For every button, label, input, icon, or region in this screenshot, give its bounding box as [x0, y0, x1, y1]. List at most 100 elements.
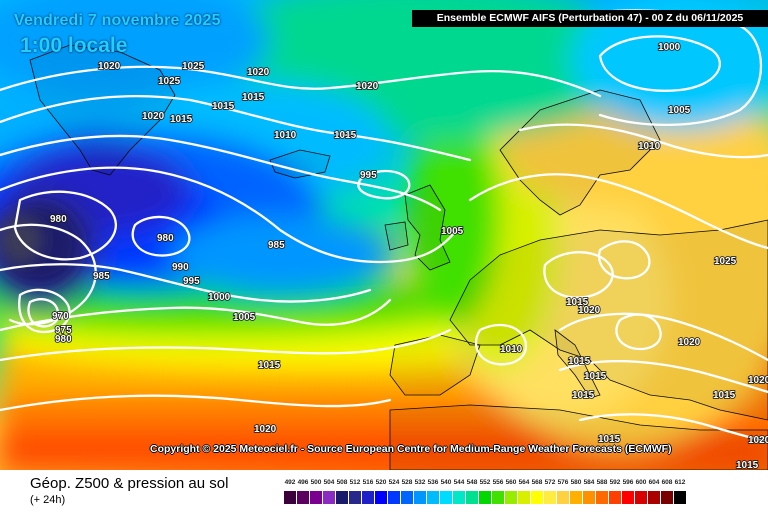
isobar-label: 1020 — [98, 61, 121, 72]
isobar — [0, 394, 392, 412]
isobar-label: 1015 — [584, 371, 607, 382]
isobar-label: 1020 — [247, 67, 270, 78]
legend-labels: 492 496 500 504 508 512 516 520 524 528 532 536 540 5… — [284, 479, 752, 490]
legend-level-label: 596 — [622, 479, 634, 486]
isobar-label: 970 — [52, 311, 69, 322]
legend-level-label: 496 — [297, 479, 309, 486]
isobar-label: 1020 — [678, 337, 701, 348]
isobar-label: 1015 — [334, 130, 357, 141]
legend-swatch — [362, 491, 374, 504]
forecast-step: (+ 24h) — [30, 494, 66, 506]
legend-level-label: 564 — [518, 479, 530, 486]
isobar — [0, 65, 602, 98]
legend-level-label: 536 — [427, 479, 439, 486]
legend-swatch — [635, 491, 647, 504]
legend-swatch — [427, 491, 439, 504]
isobar-label: 1020 — [142, 111, 165, 122]
legend-swatch — [388, 491, 400, 504]
isobar-label: 1015 — [258, 360, 281, 371]
footer-bar: Géop. Z500 & pression au sol (+ 24h) 492… — [0, 470, 768, 512]
legend-swatch — [440, 491, 452, 504]
legend-level-label: 516 — [362, 479, 374, 486]
isobar-label: 1000 — [658, 42, 681, 53]
isobar — [518, 123, 768, 159]
legend-swatch — [648, 491, 660, 504]
legend-swatch — [375, 491, 387, 504]
legend-swatch — [544, 491, 556, 504]
isobar-label: 1015 — [598, 434, 621, 445]
legend-swatch — [505, 491, 517, 504]
legend-swatch — [453, 491, 465, 504]
legend-level-label: 520 — [375, 479, 387, 486]
legend-level-label: 580 — [570, 479, 582, 486]
isobar-label: 1015 — [736, 460, 759, 470]
isobar — [474, 323, 528, 366]
isobar — [558, 312, 768, 362]
geopotential-pressure-map: 1020 1025 1025 1020 1020 1015 1015 1020 … — [0, 0, 768, 470]
legend-level-label: 592 — [609, 479, 621, 486]
legend-swatch — [596, 491, 608, 504]
legend-level-label: 512 — [349, 479, 361, 486]
isobar — [0, 94, 472, 162]
legend-level-label: 504 — [323, 479, 335, 486]
isobar-label: 1025 — [714, 256, 737, 267]
isobar — [0, 298, 392, 332]
legend-level-label: 576 — [557, 479, 569, 486]
isobar — [0, 166, 457, 264]
isobar-label: 1010 — [274, 130, 297, 141]
legend-swatch — [284, 491, 296, 504]
legend-swatch — [349, 491, 361, 504]
isobar-label: 1010 — [638, 141, 661, 152]
product-title: Géop. Z500 & pression au sol — [30, 475, 229, 492]
isobar-label: 980 — [55, 334, 72, 345]
isobar-labels: 1020 1025 1025 1020 1020 1015 1015 1020 … — [49, 41, 768, 470]
isobars — [0, 9, 768, 444]
isobar-label: 1025 — [182, 61, 205, 72]
isobar-label: 995 — [360, 170, 377, 181]
isobar-label: 1015 — [242, 92, 265, 103]
legend-swatch — [557, 491, 569, 504]
weather-map: 1020 1025 1025 1020 1020 1015 1015 1020 … — [0, 0, 768, 470]
legend-swatch — [609, 491, 621, 504]
isobar-label: 985 — [93, 271, 110, 282]
legend-level-label: 556 — [492, 479, 504, 486]
legend-swatch — [583, 491, 595, 504]
isobar — [357, 169, 411, 200]
legend-swatch — [674, 491, 686, 504]
legend-level-label: 572 — [544, 479, 556, 486]
legend-level-label: 584 — [583, 479, 595, 486]
isobar — [18, 288, 71, 334]
isobar-label: 1005 — [233, 312, 256, 323]
isobar — [27, 298, 60, 328]
isobar-label: 990 — [172, 262, 189, 273]
isobar-label: 975 — [55, 325, 72, 336]
isobar — [578, 413, 768, 444]
legend-level-label: 492 — [284, 479, 296, 486]
legend-level-label: 588 — [596, 479, 608, 486]
isobar-label: 985 — [268, 240, 285, 251]
legend-level-label: 540 — [440, 479, 452, 486]
isobar-label: 1020 — [748, 375, 768, 386]
legend-swatches — [284, 491, 752, 505]
legend-swatch — [570, 491, 582, 504]
legend-swatch — [414, 491, 426, 504]
legend-level-label: 568 — [531, 479, 543, 486]
isobar-label: 980 — [157, 233, 174, 244]
forecast-time: 1:00 locale — [20, 34, 128, 57]
legend-level-label: 532 — [414, 479, 426, 486]
isobar-label: 1015 — [568, 356, 591, 367]
isobar — [543, 251, 614, 299]
color-legend: 492 496 500 504 508 512 516 520 524 528 532 536 540 5… — [284, 479, 752, 509]
isobar-label: 1020 — [356, 81, 379, 92]
isobar-label: 1015 — [212, 101, 235, 112]
copyright-notice: Copyright © 2025 Meteociel.fr - Source E… — [150, 443, 672, 455]
isobar — [598, 35, 721, 92]
legend-swatch — [492, 491, 504, 504]
isobar-label: 1005 — [441, 226, 464, 237]
legend-level-label: 524 — [388, 479, 400, 486]
isobar — [13, 190, 117, 261]
legend-swatch — [323, 491, 335, 504]
isobar-label: 1005 — [668, 105, 691, 116]
legend-level-label: 608 — [661, 479, 673, 486]
legend-level-label: 500 — [310, 479, 322, 486]
